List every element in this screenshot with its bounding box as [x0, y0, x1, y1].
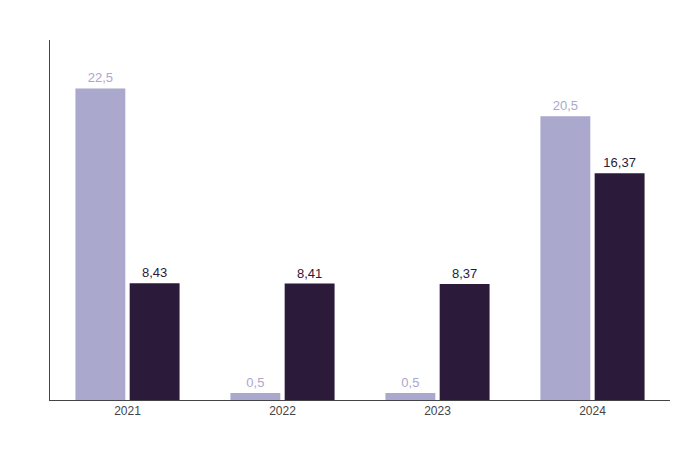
svg-text:8,37: 8,37 — [452, 266, 477, 281]
svg-text:20,5: 20,5 — [553, 98, 578, 113]
svg-text:8,41: 8,41 — [297, 266, 322, 281]
svg-text:2022: 2022 — [269, 404, 296, 418]
svg-text:0,5: 0,5 — [246, 375, 264, 390]
svg-text:8,43: 8,43 — [142, 265, 167, 280]
svg-text:2024: 2024 — [579, 404, 606, 418]
svg-text:2021: 2021 — [114, 404, 141, 418]
svg-text:2023: 2023 — [424, 404, 451, 418]
svg-text:0,5: 0,5 — [401, 375, 419, 390]
svg-text:16,37: 16,37 — [603, 155, 636, 170]
svg-text:22,5: 22,5 — [88, 70, 113, 85]
